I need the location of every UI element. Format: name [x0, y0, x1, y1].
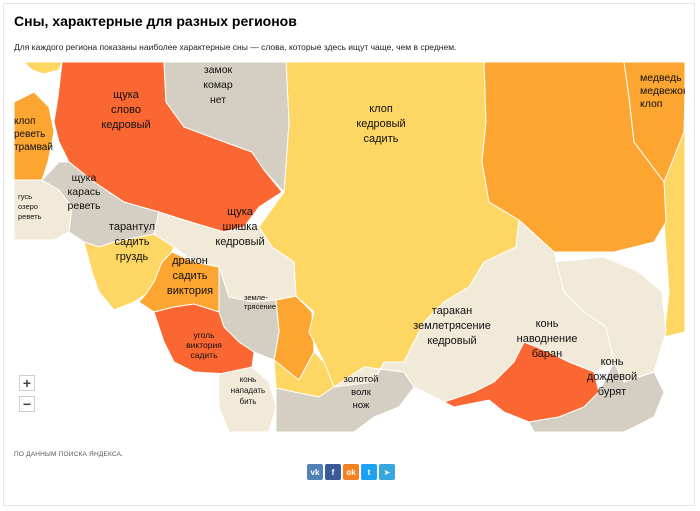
zabaykalsky[interactable] [528, 360, 665, 432]
region-word: садить [190, 350, 218, 360]
region-word: нет [210, 94, 226, 106]
zoom-in-button[interactable]: + [19, 375, 35, 391]
region-label-altai-krai: уголь виктория садить [186, 330, 222, 360]
region-word: землетрясение [413, 320, 491, 332]
map-svg[interactable]: клоп реветь трамвай щука слово кедровый замок к… [14, 62, 685, 432]
region-word: кедровый [356, 118, 405, 130]
region-word: трамвай [14, 142, 53, 153]
source-note: ПО ДАННЫМ ПОИСКА ЯНДЕКСА. [14, 451, 124, 458]
region-word: дождевой [587, 371, 637, 383]
share-vk-button[interactable]: vk [307, 464, 323, 480]
share-twitter-button[interactable]: t [361, 464, 377, 480]
region-word: гусь [18, 192, 32, 201]
region-word: нож [353, 400, 370, 411]
region-word: карась [67, 186, 101, 198]
buryatia[interactable] [442, 341, 600, 423]
region-label-altai-rep: конь нападать бить [231, 375, 265, 406]
region-label-khmao: щука шишка кедровый [215, 206, 264, 248]
region-label-novosibirsk: земле-трясение [244, 293, 276, 311]
region-word: медвежонок [640, 85, 685, 97]
share-odnoklassniki-button[interactable]: ok [343, 464, 359, 480]
region-word: виктория [186, 340, 222, 350]
region-word: золотой [344, 374, 379, 385]
region-word: нападать [231, 386, 265, 395]
region-word: реветь [14, 129, 45, 140]
page-title: Сны, характерные для разных регионов [14, 13, 297, 29]
region-word: озеро [18, 202, 38, 211]
region-word: конь [240, 375, 257, 384]
region-label-tuva: золотой волк нож [344, 374, 379, 411]
region-word: наводнение [517, 333, 578, 345]
region-label-zabaykalsky: конь дождевой бурят [587, 356, 637, 398]
region-word: конь [536, 318, 559, 330]
region-word: кедровый [101, 119, 150, 131]
region-label-arkhangelsk: замок комар нет [203, 64, 233, 106]
facebook-icon: f [331, 467, 335, 477]
zoom-out-button[interactable]: − [19, 396, 35, 412]
region-word: медведь [640, 72, 682, 84]
region-word: клоп [369, 103, 393, 115]
region-word: садить [173, 270, 208, 282]
region-word: клоп [14, 116, 35, 127]
region-label-irkutsk: таракан землетрясение кедровый [413, 305, 491, 347]
share-facebook-button[interactable]: f [325, 464, 341, 480]
odnoklassniki-icon: ok [346, 467, 356, 477]
region-word: трясение [244, 302, 276, 311]
region-word: щука [113, 89, 140, 101]
region-label-tyumen: тарантул садить груздь [109, 221, 155, 263]
region-label-yakutia: медведьмедвежонокклоп [640, 72, 685, 110]
region-label-omsk: дракон садить виктория [167, 255, 213, 297]
region-label-perm: гусь озеро реветь [18, 192, 42, 221]
yakutia[interactable] [623, 62, 685, 184]
region-word: волк [351, 387, 372, 398]
region-word: реветь [68, 200, 101, 212]
region-label-kirov-left: клоп реветь трамвай [14, 116, 53, 153]
region-word: виктория [167, 285, 213, 297]
region-label-buryatia: конь наводнение баран [517, 318, 578, 360]
region-word: слово [111, 104, 141, 116]
altai-krai[interactable] [153, 303, 255, 375]
region-word: баран [532, 348, 562, 360]
altai-rep[interactable] [218, 366, 277, 432]
region-word: замок [204, 64, 233, 76]
region-word: щука [72, 172, 97, 184]
region-word: бить [240, 397, 257, 406]
region-label-sverdlovsk: щука карась реветь [67, 172, 101, 212]
region-word: кедровый [427, 335, 476, 347]
region-label-komi: щука слово кедровый [101, 89, 150, 131]
vk-icon: vk [310, 467, 320, 477]
region-labels: клоп реветь трамвай щука слово кедровый замок к… [14, 64, 685, 411]
region-word: бурят [598, 386, 626, 398]
region-word: комар [203, 79, 233, 91]
region-word: земле- [244, 293, 268, 302]
region-word: уголь [193, 330, 215, 340]
arkhangelsk[interactable] [163, 62, 290, 194]
region-word: клоп [640, 98, 662, 110]
region-word: щука [227, 206, 254, 218]
page-subtitle: Для каждого региона показаны наиболее ха… [14, 42, 457, 52]
region-word: тарантул [109, 221, 155, 233]
share-telegram-button[interactable]: ➤ [379, 464, 395, 480]
region-word: шишка [223, 221, 259, 233]
region-word: садить [364, 133, 399, 145]
region-word: конь [601, 356, 624, 368]
region-word: дракон [172, 255, 208, 267]
region-word: кедровый [215, 236, 264, 248]
region-label-yamal: клоп кедровый садить [356, 103, 405, 145]
region-word: реветь [18, 212, 42, 221]
telegram-icon: ➤ [383, 467, 391, 477]
region-word: груздь [116, 251, 149, 263]
region-word: таракан [432, 305, 473, 317]
region-word: садить [115, 236, 150, 248]
twitter-icon: t [367, 467, 371, 477]
nw-top-left[interactable] [23, 62, 63, 75]
share-buttons: vk f ok t ➤ [307, 464, 395, 480]
map[interactable]: клоп реветь трамвай щука слово кедровый замок к… [14, 62, 685, 432]
